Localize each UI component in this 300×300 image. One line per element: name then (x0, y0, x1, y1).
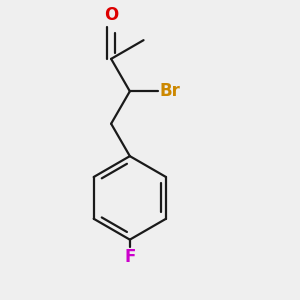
Text: F: F (124, 248, 136, 266)
Text: O: O (104, 6, 118, 24)
Text: Br: Br (159, 82, 180, 100)
